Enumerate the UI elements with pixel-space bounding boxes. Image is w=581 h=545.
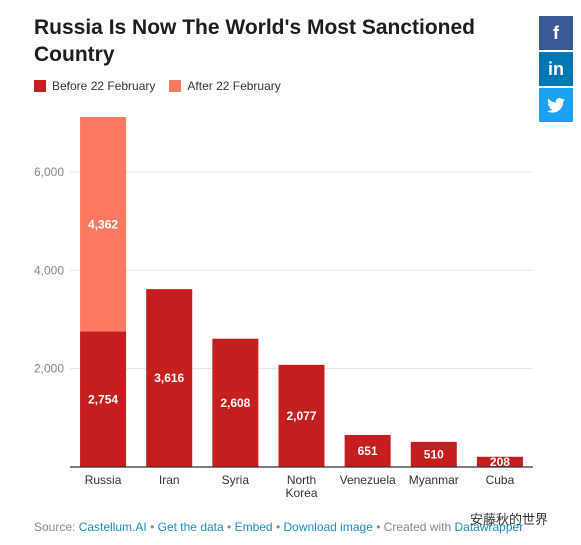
legend-label-before: Before 22 February <box>52 79 156 93</box>
bar-value-label: 2,608 <box>220 396 250 410</box>
source-label: Source: <box>34 520 76 534</box>
legend-label-after: After 22 February <box>187 79 281 93</box>
facebook-icon: f <box>553 22 559 43</box>
legend: Before 22 February After 22 February <box>34 79 281 93</box>
linkedin-share-button[interactable]: in <box>539 52 573 86</box>
bar-value-label: 651 <box>358 444 378 458</box>
x-tick-label: Korea <box>285 486 317 500</box>
x-tick-label: Venezuela <box>340 473 396 487</box>
legend-swatch-before <box>34 80 46 92</box>
x-tick-label: North <box>287 473 316 487</box>
bar-value-label: 510 <box>424 447 444 461</box>
bar-before <box>212 338 259 467</box>
legend-swatch-after <box>169 80 182 92</box>
bar-before <box>146 289 193 467</box>
bar-before <box>476 456 523 467</box>
footer-separator: • <box>275 520 281 534</box>
x-tick-label: Syria <box>222 473 250 487</box>
bar-before <box>344 434 391 467</box>
bar-before <box>410 441 457 467</box>
bar-value-label: 208 <box>490 455 510 469</box>
bar-value-label: 3,616 <box>154 371 184 385</box>
y-tick-label: 4,000 <box>34 263 64 277</box>
bar-after <box>80 117 127 332</box>
facebook-share-button[interactable]: f <box>539 16 573 50</box>
download-image-link[interactable]: Download image <box>283 520 373 534</box>
chart-title: Russia Is Now The World's Most Sanctione… <box>34 16 475 66</box>
bar-before <box>80 331 127 467</box>
legend-item-before: Before 22 February <box>34 79 155 93</box>
twitter-share-button[interactable] <box>539 88 573 122</box>
bar-value-label: 2,077 <box>286 409 316 423</box>
created-with-text: Created with <box>383 520 452 534</box>
footer: Source: Castellum.AI • Get the data • Em… <box>34 520 523 534</box>
footer-separator: • <box>150 520 155 534</box>
y-tick-label: 2,000 <box>34 362 64 376</box>
twitter-icon <box>547 97 565 113</box>
bar-value-label: 4,362 <box>88 217 118 231</box>
bar-value-label: 2,754 <box>88 392 118 406</box>
source-link[interactable]: Castellum.AI <box>78 520 147 534</box>
footer-separator: • <box>227 520 232 534</box>
get-data-link[interactable]: Get the data <box>157 520 224 534</box>
embed-link[interactable]: Embed <box>234 520 273 534</box>
y-tick-label: 6,000 <box>34 165 64 179</box>
x-tick-label: Iran <box>159 473 180 487</box>
bar-before <box>278 364 325 467</box>
footer-separator: • <box>376 520 381 534</box>
x-tick-label: Russia <box>85 473 122 487</box>
x-tick-label: Cuba <box>486 473 515 487</box>
watermark-text: 安藤秋的世界 <box>470 512 549 527</box>
x-tick-label: Myanmar <box>409 473 459 487</box>
datawrapper-link[interactable]: Datawrapper <box>454 520 524 534</box>
linkedin-icon: in <box>548 58 564 79</box>
legend-item-after: After 22 February <box>169 79 281 93</box>
